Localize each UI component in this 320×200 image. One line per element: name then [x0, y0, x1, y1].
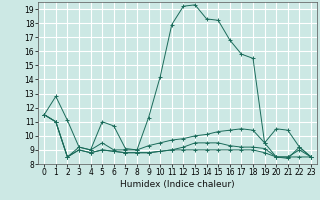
X-axis label: Humidex (Indice chaleur): Humidex (Indice chaleur): [120, 180, 235, 189]
